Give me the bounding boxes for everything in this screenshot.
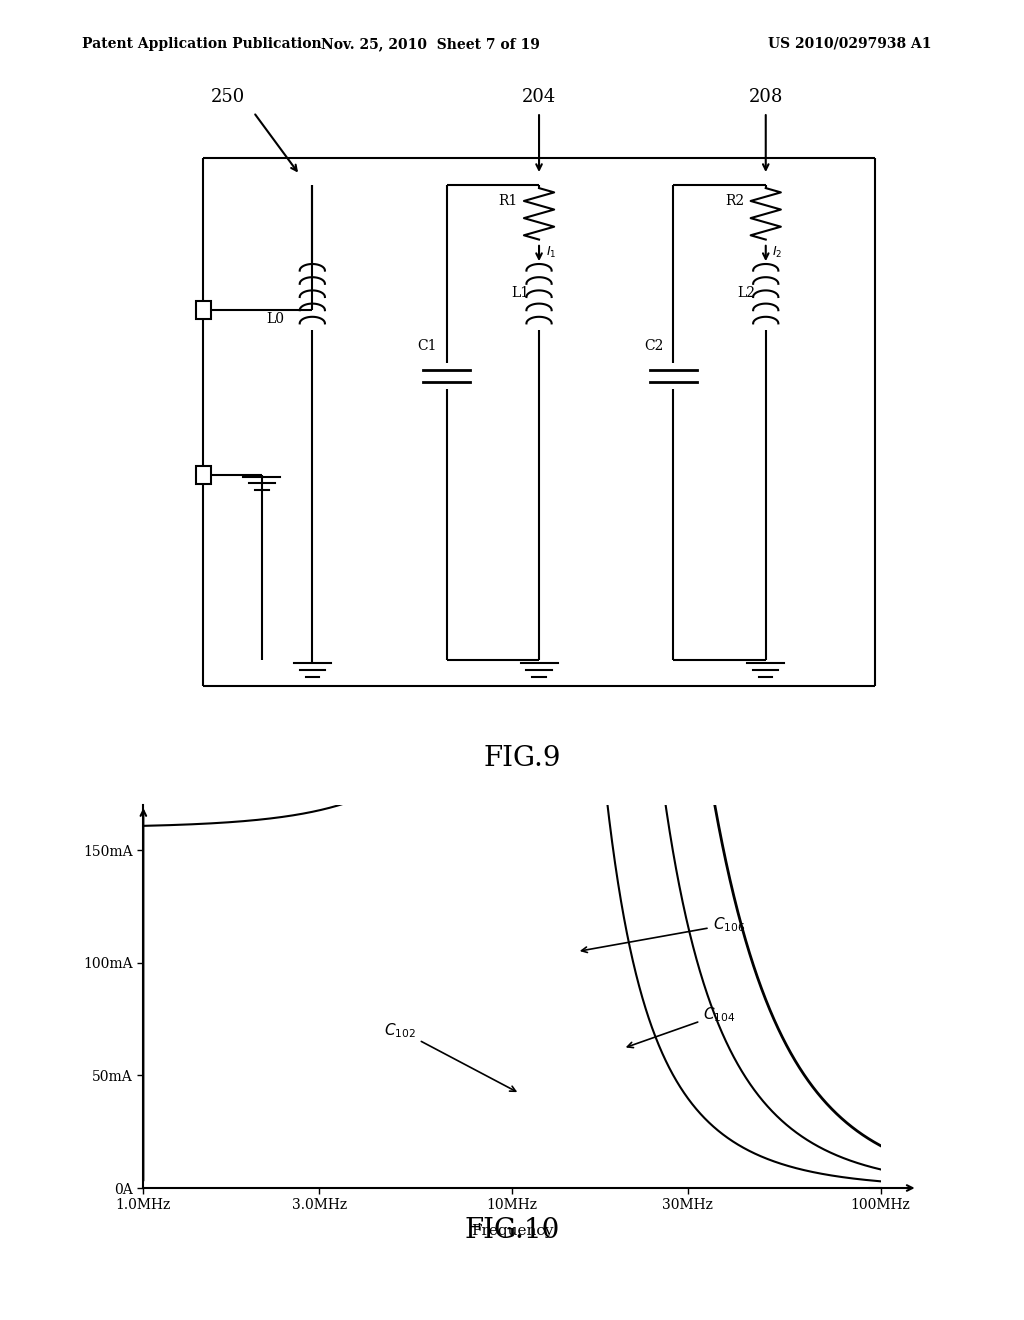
- Text: C2: C2: [644, 339, 664, 352]
- Text: 204: 204: [522, 88, 556, 107]
- Text: FIG.9: FIG.9: [483, 744, 561, 772]
- Text: FIG.10: FIG.10: [464, 1217, 560, 1245]
- Text: Nov. 25, 2010  Sheet 7 of 19: Nov. 25, 2010 Sheet 7 of 19: [321, 37, 540, 51]
- Text: $C_{106}$: $C_{106}$: [582, 915, 744, 953]
- Text: L2: L2: [737, 286, 756, 300]
- Text: C1: C1: [417, 339, 436, 352]
- Text: $I_1$: $I_1$: [546, 246, 556, 260]
- Text: $C_{102}$: $C_{102}$: [384, 1020, 516, 1092]
- Text: L0: L0: [266, 313, 284, 326]
- Text: L1: L1: [511, 286, 529, 300]
- Bar: [196, 301, 211, 319]
- Text: 250: 250: [211, 88, 246, 107]
- Text: $I_2$: $I_2$: [772, 246, 782, 260]
- X-axis label: Frequency: Frequency: [471, 1224, 553, 1238]
- Bar: [196, 466, 211, 484]
- Text: R1: R1: [499, 194, 518, 207]
- Text: $C_{104}$: $C_{104}$: [628, 1005, 735, 1048]
- Text: 208: 208: [749, 88, 783, 107]
- Text: Patent Application Publication: Patent Application Publication: [82, 37, 322, 51]
- Text: R2: R2: [725, 194, 744, 207]
- Text: US 2010/0297938 A1: US 2010/0297938 A1: [768, 37, 932, 51]
